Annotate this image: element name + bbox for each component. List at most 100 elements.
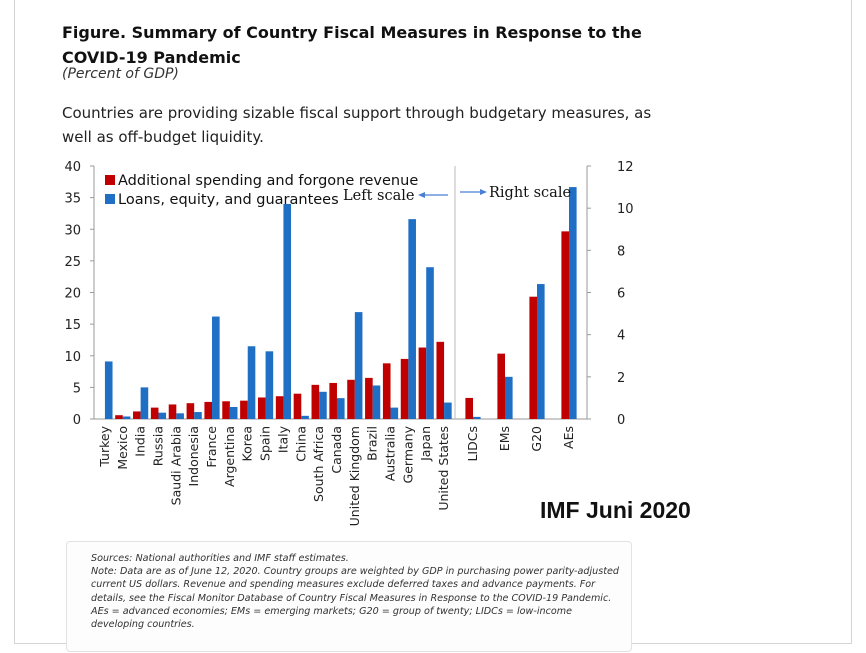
spending-bar-right — [465, 397, 473, 419]
loans-bar-left — [122, 416, 131, 419]
loans-bar-left — [444, 402, 452, 419]
x-tick-label: Canada — [329, 426, 344, 474]
loans-bar-left — [426, 267, 434, 419]
spending-bar-left — [275, 396, 284, 419]
loans-bar-left — [283, 203, 292, 419]
x-tick-label: Russia — [150, 426, 165, 466]
loans-bar-left — [247, 346, 256, 419]
loans-bar-left — [104, 361, 113, 419]
loans-bar-left — [265, 351, 274, 419]
spending-bar-left — [418, 347, 427, 419]
loans-bar-left — [354, 312, 363, 419]
notes-box: Sources: National authorities and IMF st… — [66, 541, 632, 652]
x-tick-label: Saudi Arabia — [168, 426, 183, 505]
loans-bar-right — [505, 376, 513, 419]
x-tick-label: United States — [436, 426, 451, 511]
spending-bar-left — [347, 379, 355, 419]
note-text: Note: Data are as of June 12, 2020. Coun… — [91, 566, 619, 631]
x-tick-label: Australia — [383, 426, 398, 481]
spending-bar-left — [329, 382, 337, 419]
spending-bar-left — [257, 397, 266, 419]
left-y-tick-label: 40 — [64, 160, 81, 175]
spending-bar-left — [133, 411, 141, 419]
x-tick-label: Korea — [240, 426, 255, 461]
legend-label-spending: Additional spending and forgone revenue — [118, 173, 418, 189]
right-scale-annotation: Right scale — [489, 185, 571, 201]
loans-bar-left — [176, 413, 184, 419]
legend-swatch-loans — [105, 194, 115, 204]
left-y-tick-label: 35 — [64, 192, 81, 207]
right-y-tick-label: 8 — [617, 244, 625, 259]
left-y-tick-label: 15 — [64, 318, 81, 333]
loans-bar-left — [229, 406, 238, 419]
left-y-tick-label: 0 — [73, 413, 81, 428]
x-tick-label: Germany — [400, 425, 415, 483]
spending-bar-left — [365, 377, 373, 419]
loans-bar-left — [158, 412, 167, 419]
x-tick-label: Argentina — [222, 426, 237, 487]
loans-bar-left — [372, 385, 381, 419]
x-tick-label: Turkey — [97, 425, 112, 467]
x-tick-label: China — [293, 426, 308, 462]
x-tick-label: Brazil — [365, 426, 380, 461]
right-y-tick-label: 6 — [617, 287, 625, 302]
x-tick-label: United Kingdom — [347, 426, 362, 526]
x-tick-label: G20 — [529, 426, 544, 452]
spending-bar-left — [150, 407, 159, 419]
spending-bar-right — [529, 296, 537, 419]
legend-label-loans: Loans, equity, and guarantees — [118, 192, 339, 208]
loans-bar-left — [336, 398, 345, 419]
x-tick-label: Italy — [275, 425, 290, 453]
spending-bar-left — [436, 341, 445, 419]
x-tick-label: Spain — [258, 426, 273, 461]
loans-bar-left — [301, 415, 309, 419]
spending-bar-right — [561, 231, 569, 419]
spending-bar-left — [311, 384, 320, 419]
right-y-tick-label: 10 — [617, 202, 634, 217]
figure-subtitle: (Percent of GDP) — [62, 66, 179, 82]
loans-bar-right — [473, 416, 481, 419]
spending-bar-left — [293, 393, 302, 419]
x-tick-label: Indonesia — [186, 426, 201, 486]
spending-bar-right — [497, 353, 505, 419]
spending-bar-left — [186, 403, 195, 419]
x-tick-label: France — [204, 426, 219, 468]
right-y-tick-label: 0 — [617, 413, 625, 428]
loans-bar-right — [569, 187, 577, 419]
left-y-tick-label: 25 — [64, 255, 81, 270]
left-y-tick-label: 10 — [64, 350, 81, 365]
x-tick-label: EMs — [497, 426, 512, 451]
spending-bar-left — [115, 415, 123, 419]
sources-text: Sources: National authorities and IMF st… — [91, 553, 349, 564]
loans-bar-right — [537, 284, 545, 419]
spending-bar-left — [222, 401, 230, 419]
loans-bar-left — [140, 387, 149, 419]
loans-bar-left — [194, 412, 202, 419]
left-scale-arrowhead — [418, 192, 425, 198]
left-y-tick-label: 20 — [64, 287, 81, 302]
spending-bar-left — [204, 401, 213, 419]
left-y-tick-label: 30 — [64, 223, 81, 238]
right-y-tick-label: 4 — [617, 329, 625, 344]
loans-bar-left — [390, 407, 399, 419]
spending-bar-left — [400, 358, 409, 419]
x-tick-label: South Africa — [311, 426, 326, 502]
left-scale-annotation: Left scale — [343, 188, 414, 204]
right-scale-arrowhead — [480, 189, 487, 195]
loans-bar-left — [212, 316, 220, 419]
x-tick-label: Japan — [418, 426, 433, 462]
x-tick-label: Mexico — [115, 426, 130, 470]
left-y-tick-label: 5 — [73, 381, 81, 396]
loans-bar-left — [319, 391, 327, 419]
x-tick-label: LIDCs — [465, 426, 480, 462]
right-y-tick-label: 12 — [617, 160, 634, 175]
x-tick-label: India — [133, 426, 148, 457]
spending-bar-left — [240, 400, 248, 419]
figure-title: Figure. Summary of Country Fiscal Measur… — [62, 23, 642, 67]
figure-intro: Countries are providing sizable fiscal s… — [62, 104, 652, 146]
loans-bar-left — [408, 219, 416, 419]
spending-bar-left — [382, 363, 391, 419]
x-tick-label: AEs — [561, 426, 576, 449]
legend-swatch-spending — [105, 175, 115, 185]
